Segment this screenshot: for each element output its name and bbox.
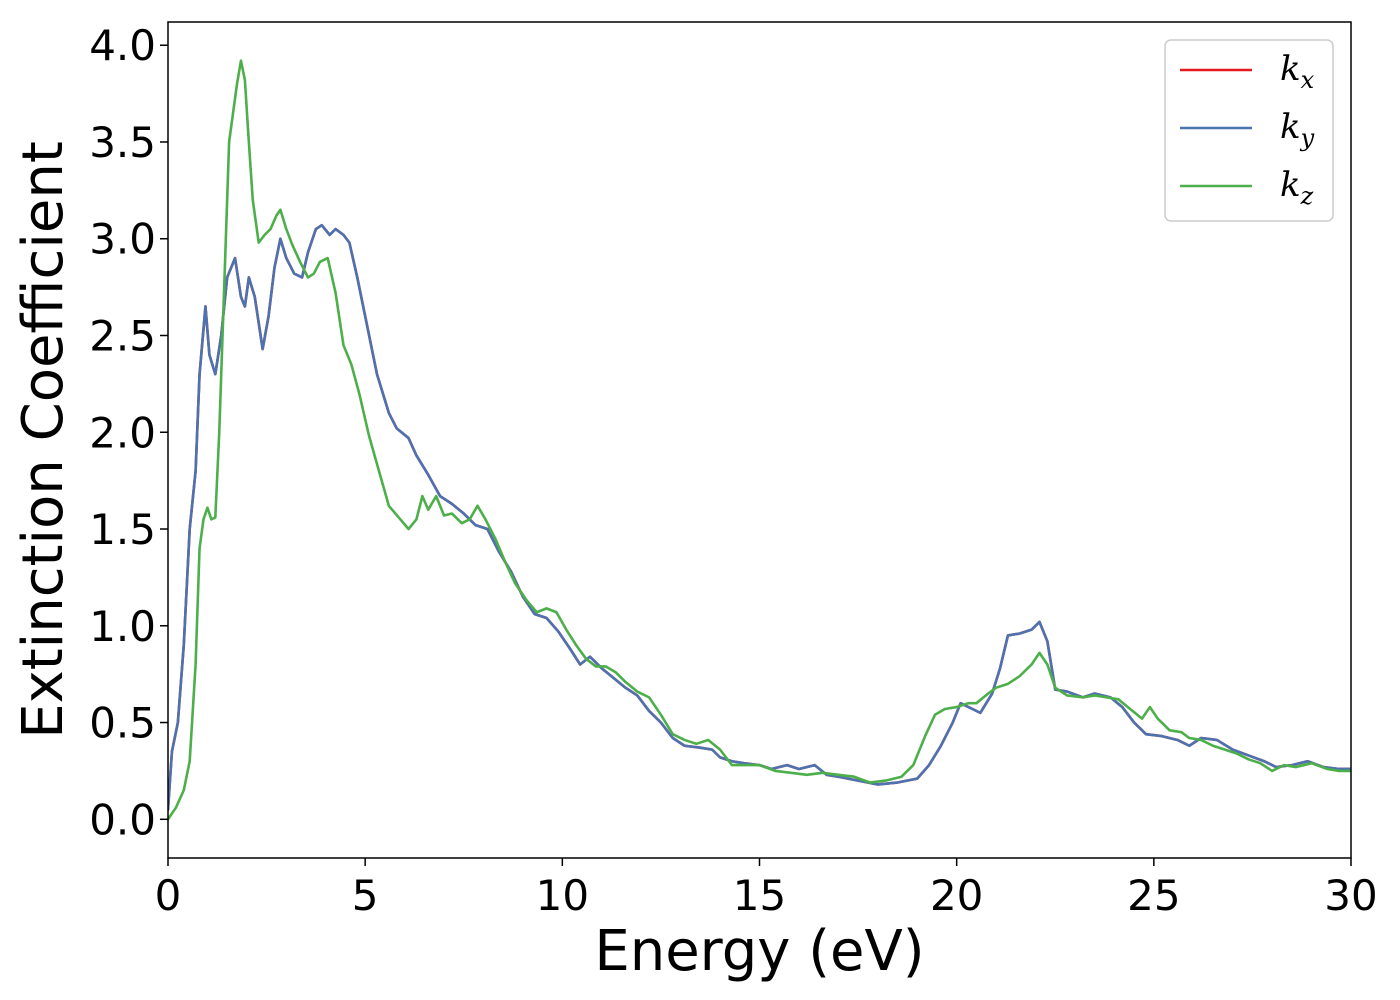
legend-label-x: kx [1280, 49, 1315, 94]
x-tick-label: 20 [930, 871, 983, 920]
series-line-z [168, 59, 1351, 821]
y-tick-label: 2.5 [89, 312, 156, 361]
y-axis-ticks: 0.0 0.5 1.0 1.5 2.0 2.5 3.0 3.5 4.0 [89, 21, 168, 844]
series-layer [168, 59, 1351, 821]
legend-label-y: ky [1280, 107, 1315, 152]
y-tick-label: 4.0 [89, 21, 156, 70]
series-line-x [168, 223, 1351, 811]
x-axis-ticks: 0 5 10 15 20 25 30 [155, 858, 1378, 920]
y-tick-label: 3.5 [89, 118, 156, 167]
y-tick-label: 0.0 [89, 795, 156, 844]
x-axis-label: Energy (eV) [594, 919, 924, 984]
y-tick-label: 1.0 [89, 602, 156, 651]
y-tick-label: 0.5 [89, 699, 156, 748]
y-tick-label: 2.0 [89, 408, 156, 457]
x-tick-label: 25 [1127, 871, 1180, 920]
legend: kx ky kz [1164, 39, 1334, 222]
series-line-y [168, 223, 1351, 811]
x-tick-label: 30 [1324, 871, 1377, 920]
y-tick-label: 1.5 [89, 505, 156, 554]
x-tick-label: 10 [536, 871, 589, 920]
plot-area [168, 59, 1351, 821]
x-tick-label: 15 [733, 871, 786, 920]
y-tick-label: 3.0 [89, 215, 156, 264]
x-tick-label: 5 [352, 871, 379, 920]
legend-label-z: kz [1280, 165, 1314, 210]
x-tick-label: 0 [155, 871, 182, 920]
y-axis-label: Extinction Coefficient [11, 141, 76, 739]
legend-frame [1164, 39, 1334, 222]
